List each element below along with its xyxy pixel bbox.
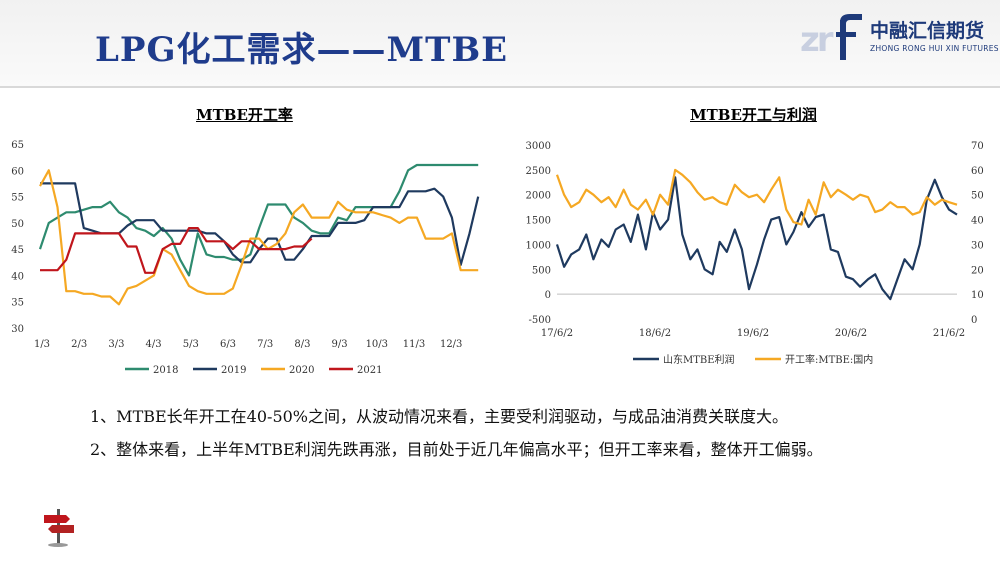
logo-mark: zr [800, 20, 834, 60]
x-tick-label-7: 8/3 [294, 339, 310, 350]
legend-label-2019: 2019 [221, 365, 246, 376]
x-tick-label-2: 3/3 [108, 339, 124, 350]
x-tick-label-6: 7/3 [257, 339, 273, 350]
legend-label-2020: 2020 [289, 365, 314, 376]
x-tick-label-0: 17/6/2 [541, 328, 573, 339]
x-tick-label-3: 20/6/2 [835, 328, 867, 339]
bullet-point-1: 1、MTBE长年开工在40-50%之间，从波动情况来看，主要受利润驱动，与成品油… [90, 407, 789, 426]
slide-header [0, 0, 1000, 88]
legend-label-2018: 2018 [153, 365, 178, 376]
y-tick-label-4: 50 [11, 219, 24, 230]
series-line-0 [555, 176, 958, 301]
logo-f-icon [836, 14, 862, 60]
y-tick-label-3: 45 [11, 245, 24, 256]
chart1-title: MTBE开工率 [196, 106, 293, 124]
x-tick-label-4: 5/3 [183, 339, 199, 350]
y-left-tick-label-7: 3000 [526, 141, 551, 152]
company-logo: zr 中融汇信期货 ZHONG RONG HUI XIN FUTURES [800, 14, 999, 62]
x-tick-label-5: 6/3 [220, 339, 236, 350]
legend-label-2021: 2021 [357, 365, 382, 376]
y-right-tick-label-4: 40 [971, 216, 984, 227]
chart-operating-rate: 30 35 40 45 50 55 60 65 1/3 2/3 3/3 4/3 5/3 6/3 7/3 8/3… [11, 140, 480, 376]
slide-title: LPG化工需求——MTBE [95, 30, 509, 70]
x-tick-label-1: 18/6/2 [639, 328, 671, 339]
y-right-tick-label-1: 10 [971, 290, 984, 301]
summary-text: 1、MTBE长年开工在40-50%之间，从波动情况来看，主要受利润驱动，与成品油… [90, 400, 940, 466]
y-left-tick-label-2: 500 [532, 265, 551, 276]
chart2-title: MTBE开工与利润 [690, 106, 817, 124]
y-left-tick-label-5: 2000 [526, 191, 551, 202]
logo-company-name: 中融汇信期货 [870, 20, 985, 42]
series-line-2021 [40, 226, 313, 274]
y-tick-label-7: 65 [11, 140, 24, 151]
signpost-icon [44, 509, 74, 547]
y-right-tick-label-2: 20 [971, 265, 984, 276]
series-line-1 [555, 168, 958, 226]
y-left-tick-label-6: 2500 [526, 166, 551, 177]
x-tick-label-4: 21/6/2 [933, 328, 965, 339]
y-tick-label-1: 35 [11, 298, 24, 309]
legend-label-1: 开工率:MTBE:国内 [785, 353, 873, 366]
logo-company-name-en: ZHONG RONG HUI XIN FUTURES [870, 44, 999, 53]
bullet-point-2: 2、整体来看，上半年MTBE利润先跌再涨，目前处于近几年偏高水平；但开工率来看，… [90, 440, 823, 459]
chart-rate-profit: -500 0 500 1000 1500 2000 2500 3000 0 10 20 30 40 50 6… [526, 141, 984, 366]
y-right-tick-label-6: 60 [971, 166, 984, 177]
y-tick-label-0: 30 [11, 324, 24, 335]
series-line-2020 [39, 169, 479, 306]
y-left-tick-label-4: 1500 [526, 216, 551, 227]
y-tick-label-5: 55 [11, 193, 24, 204]
y-right-tick-label-0: 0 [971, 315, 977, 326]
x-tick-label-2: 19/6/2 [737, 328, 769, 339]
header-divider [0, 86, 1000, 88]
y-right-tick-label-5: 50 [971, 191, 984, 202]
y-left-tick-label-0: -500 [529, 315, 551, 326]
x-tick-label-9: 10/3 [366, 339, 388, 350]
y-right-tick-label-7: 70 [971, 141, 984, 152]
x-tick-label-10: 11/3 [403, 339, 425, 350]
y-tick-label-6: 60 [11, 166, 24, 177]
series-line-2018 [38, 163, 479, 277]
x-tick-label-1: 2/3 [71, 339, 87, 350]
series-line-2019 [40, 182, 480, 266]
legend-label-0: 山东MTBE利润 [663, 353, 735, 366]
y-left-tick-label-3: 1000 [526, 240, 551, 251]
x-tick-label-8: 9/3 [332, 339, 348, 350]
y-right-tick-label-3: 30 [971, 240, 984, 251]
x-tick-label-0: 1/3 [34, 339, 50, 350]
y-left-tick-label-1: 0 [545, 290, 551, 301]
x-tick-label-11: 12/3 [440, 339, 462, 350]
y-tick-label-2: 40 [11, 271, 24, 282]
x-tick-label-3: 4/3 [146, 339, 162, 350]
